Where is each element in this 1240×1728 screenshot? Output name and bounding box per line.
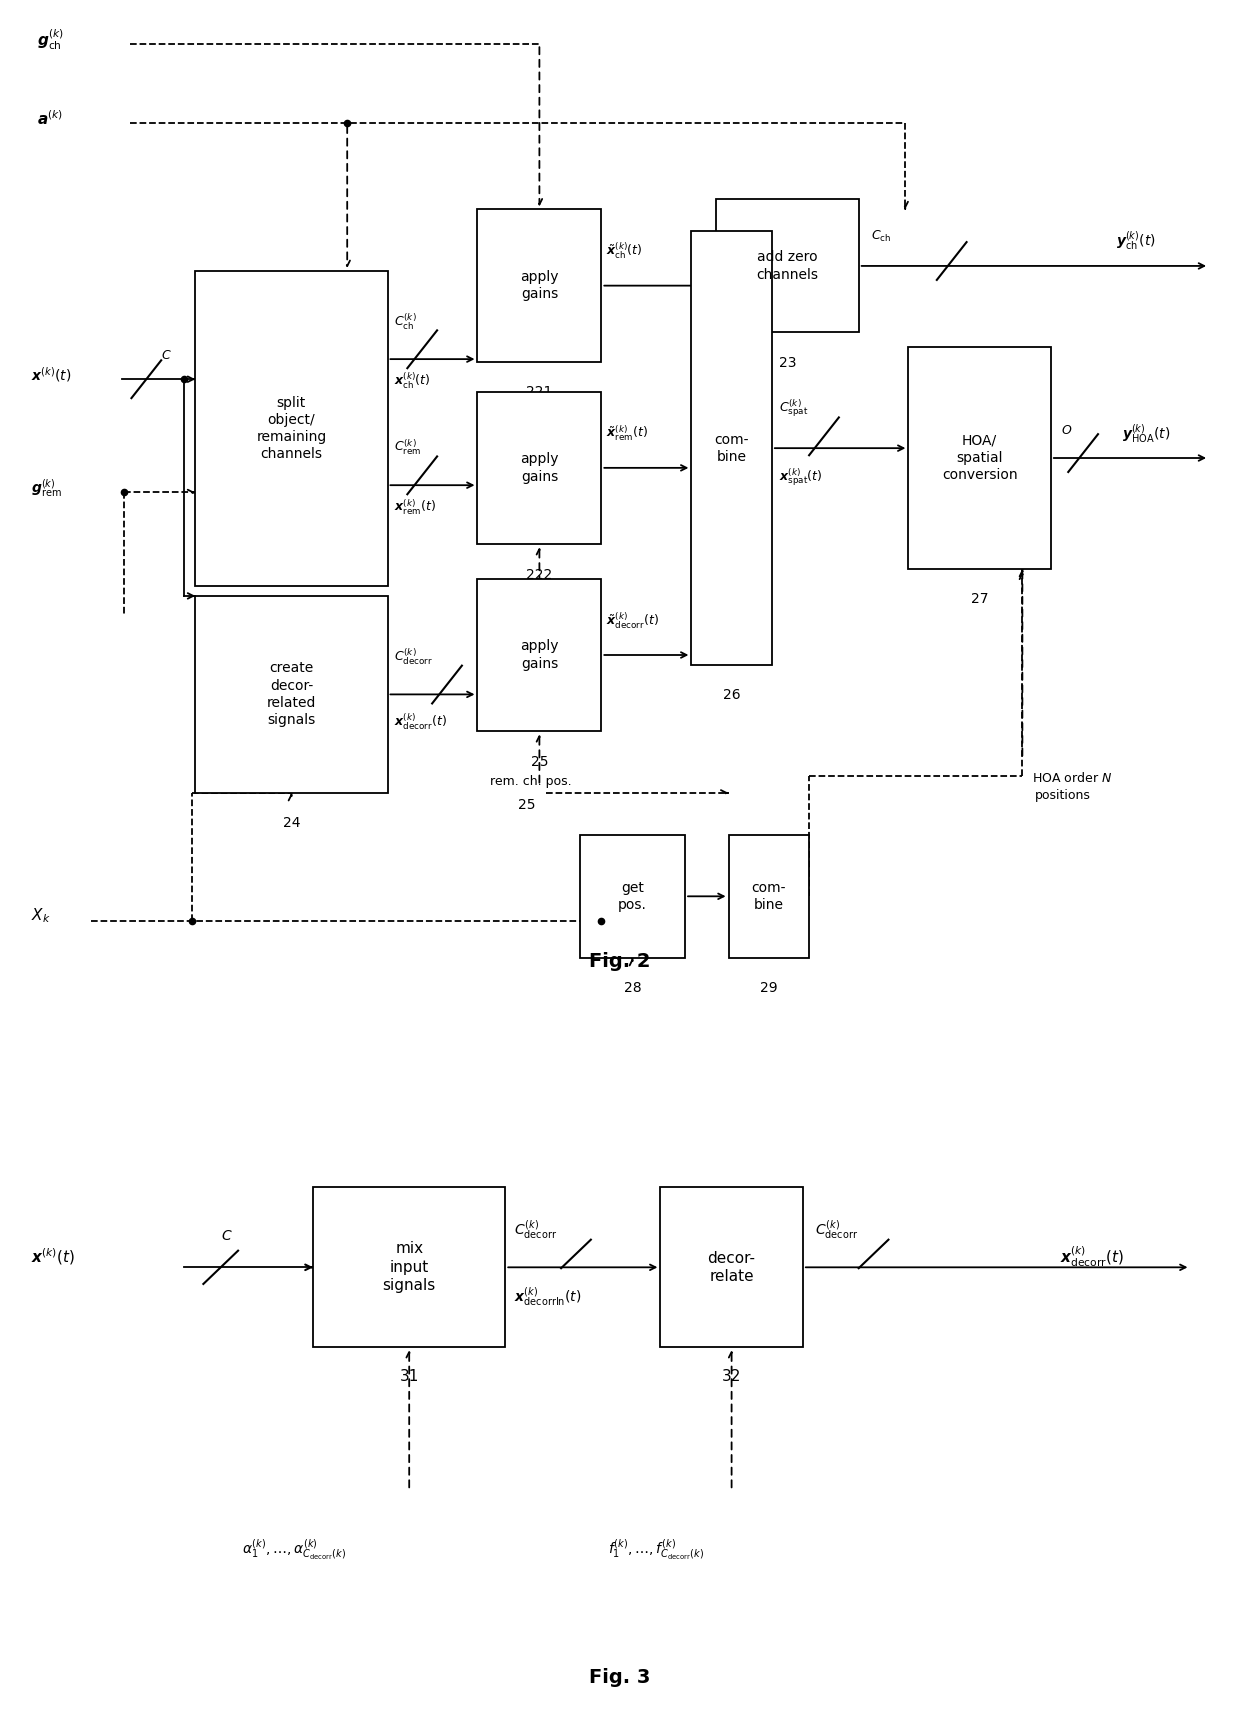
Text: $C^{(k)}_{\rm spat}$: $C^{(k)}_{\rm spat}$: [779, 397, 808, 420]
Text: Fig. 2: Fig. 2: [589, 952, 651, 971]
Text: $\boldsymbol{x}^{(k)}(t)$: $\boldsymbol{x}^{(k)}(t)$: [31, 1246, 76, 1267]
Text: apply
gains: apply gains: [520, 639, 559, 670]
Text: 26: 26: [723, 688, 740, 702]
Text: rem. ch. pos.: rem. ch. pos.: [490, 774, 572, 788]
Text: 29: 29: [760, 982, 777, 995]
Bar: [580, 835, 684, 957]
Bar: [477, 392, 601, 544]
Text: decor-
relate: decor- relate: [708, 1251, 755, 1284]
Bar: [908, 347, 1052, 569]
Text: mix
input
signals: mix input signals: [383, 1241, 435, 1294]
Text: 25: 25: [518, 798, 536, 812]
Text: $C$: $C$: [221, 1229, 233, 1242]
Text: $\boldsymbol{x}^{(k)}_{\rm decorr}(t)$: $\boldsymbol{x}^{(k)}_{\rm decorr}(t)$: [1060, 1244, 1125, 1268]
Text: create
decor-
related
signals: create decor- related signals: [267, 662, 316, 727]
Text: positions: positions: [1034, 790, 1091, 802]
Text: $\boldsymbol{x}^{(k)}_{\rm decorrIn}(t)$: $\boldsymbol{x}^{(k)}_{\rm decorrIn}(t)$: [515, 1286, 582, 1308]
Bar: [717, 199, 858, 332]
Text: $C_{\rm decorr}^{(k)}$: $C_{\rm decorr}^{(k)}$: [515, 1218, 557, 1242]
Text: $\boldsymbol{y}^{(k)}_{\rm ch}(t)$: $\boldsymbol{y}^{(k)}_{\rm ch}(t)$: [1116, 230, 1156, 252]
Text: get
pos.: get pos.: [618, 881, 647, 912]
Text: HOA/
spatial
conversion: HOA/ spatial conversion: [942, 434, 1017, 482]
Text: Fig. 3: Fig. 3: [589, 1669, 651, 1688]
Text: $\tilde{\boldsymbol{x}}^{(k)}_{\rm ch}(t)$: $\tilde{\boldsymbol{x}}^{(k)}_{\rm ch}(t…: [606, 240, 642, 261]
Text: $\boldsymbol{y}^{(k)}_{\rm HOA}(t)$: $\boldsymbol{y}^{(k)}_{\rm HOA}(t)$: [1122, 422, 1171, 444]
Text: $\boldsymbol{x}^{(k)}_{\rm spat}(t)$: $\boldsymbol{x}^{(k)}_{\rm spat}(t)$: [779, 467, 823, 489]
Text: $C^{(k)}_{\rm decorr}$: $C^{(k)}_{\rm decorr}$: [394, 646, 433, 667]
Text: $\tilde{\boldsymbol{x}}^{(k)}_{\rm decorr}(t)$: $\tilde{\boldsymbol{x}}^{(k)}_{\rm decor…: [606, 610, 660, 631]
Text: $O$: $O$: [1060, 423, 1073, 437]
Bar: [477, 209, 601, 361]
Text: $\boldsymbol{x}^{(k)}_{\rm decorr}(t)$: $\boldsymbol{x}^{(k)}_{\rm decorr}(t)$: [394, 712, 446, 733]
Text: 27: 27: [971, 593, 988, 607]
Text: $\boldsymbol{x}^{(k)}_{\rm rem}(t)$: $\boldsymbol{x}^{(k)}_{\rm rem}(t)$: [394, 498, 435, 517]
Text: apply
gains: apply gains: [520, 270, 559, 301]
Text: $X_k$: $X_k$: [31, 907, 51, 926]
Text: 221: 221: [526, 385, 553, 399]
Text: $\boldsymbol{a}^{(k)}$: $\boldsymbol{a}^{(k)}$: [37, 109, 63, 128]
Text: $\boldsymbol{x}^{(k)}_{\rm ch}(t)$: $\boldsymbol{x}^{(k)}_{\rm ch}(t)$: [394, 370, 430, 391]
Text: 222: 222: [526, 569, 553, 582]
Bar: [477, 579, 601, 731]
Text: split
object/
remaining
channels: split object/ remaining channels: [257, 396, 326, 461]
Text: $C_{\rm decorr}^{(k)}$: $C_{\rm decorr}^{(k)}$: [816, 1218, 858, 1242]
Text: $C^{(k)}_{\rm ch}$: $C^{(k)}_{\rm ch}$: [394, 311, 417, 332]
Bar: [660, 1187, 804, 1348]
Text: $f^{(k)}_1,\ldots,f^{(k)}_{C_{\rm decorr}(k)}$: $f^{(k)}_1,\ldots,f^{(k)}_{C_{\rm decorr…: [608, 1538, 703, 1562]
Text: 21: 21: [283, 610, 300, 624]
Bar: [729, 835, 808, 957]
Bar: [692, 232, 771, 665]
Text: $\boldsymbol{g}^{(k)}_{\rm ch}$: $\boldsymbol{g}^{(k)}_{\rm ch}$: [37, 28, 64, 52]
Text: 31: 31: [399, 1369, 419, 1384]
Bar: [195, 596, 387, 793]
Text: HOA order $N$: HOA order $N$: [1032, 771, 1112, 785]
Text: $C^{(k)}_{\rm rem}$: $C^{(k)}_{\rm rem}$: [394, 439, 422, 458]
Bar: [195, 271, 387, 586]
Text: 23: 23: [779, 356, 796, 370]
Text: 28: 28: [624, 982, 641, 995]
Text: com-
bine: com- bine: [751, 881, 786, 912]
Text: 32: 32: [722, 1369, 742, 1384]
Text: com-
bine: com- bine: [714, 432, 749, 463]
Text: 24: 24: [283, 816, 300, 831]
Text: add zero
channels: add zero channels: [756, 251, 818, 282]
Text: $\boldsymbol{x}^{(k)}(t)$: $\boldsymbol{x}^{(k)}(t)$: [31, 365, 71, 384]
Text: 25: 25: [531, 755, 548, 769]
Text: $\alpha^{(k)}_1,\ldots,\alpha^{(k)}_{C_{\rm decorr}(k)}$: $\alpha^{(k)}_1,\ldots,\alpha^{(k)}_{C_{…: [242, 1538, 346, 1562]
Text: $\boldsymbol{g}^{(k)}_{\rm rem}$: $\boldsymbol{g}^{(k)}_{\rm rem}$: [31, 477, 62, 498]
Bar: [312, 1187, 506, 1348]
Text: $C_{\rm ch}$: $C_{\rm ch}$: [870, 228, 892, 244]
Text: $\tilde{\boldsymbol{x}}^{(k)}_{\rm rem}(t)$: $\tilde{\boldsymbol{x}}^{(k)}_{\rm rem}(…: [606, 423, 649, 442]
Text: apply
gains: apply gains: [520, 453, 559, 484]
Text: $C$: $C$: [161, 349, 172, 363]
